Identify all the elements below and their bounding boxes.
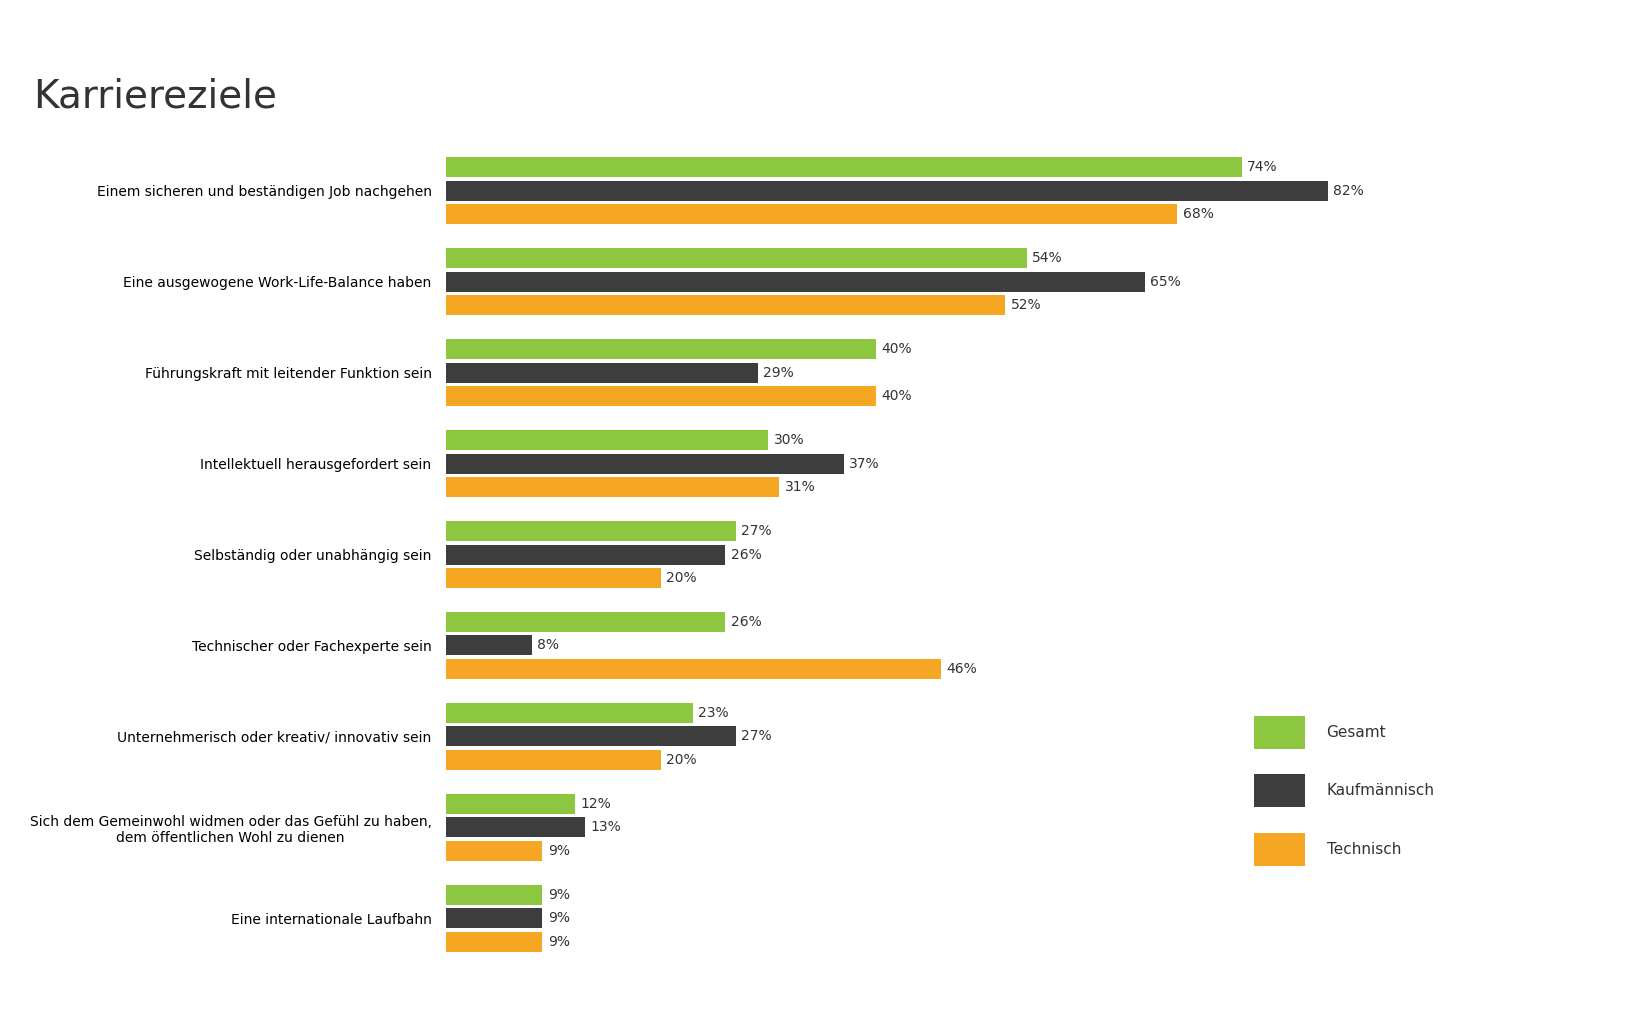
Text: 2014 | Deutschland | Non - academics: 2014 | Deutschland | Non - academics bbox=[33, 24, 350, 42]
Bar bbox=[446, 363, 757, 382]
Bar bbox=[446, 908, 543, 929]
Bar bbox=[446, 272, 1145, 292]
Bar bbox=[446, 339, 876, 359]
Text: Technisch: Technisch bbox=[1327, 842, 1401, 857]
Text: 26%: 26% bbox=[731, 615, 761, 629]
Text: 52%: 52% bbox=[1010, 298, 1041, 312]
Text: 20%: 20% bbox=[667, 572, 696, 585]
Bar bbox=[446, 521, 736, 541]
Text: 68%: 68% bbox=[1183, 207, 1213, 222]
Bar bbox=[446, 932, 543, 952]
Text: 27%: 27% bbox=[741, 524, 772, 538]
Text: 9%: 9% bbox=[548, 935, 569, 949]
Text: 31%: 31% bbox=[784, 480, 815, 494]
Bar bbox=[446, 818, 586, 837]
Bar bbox=[446, 841, 543, 861]
Bar bbox=[446, 181, 1328, 200]
Text: 37%: 37% bbox=[850, 457, 879, 471]
Text: 20%: 20% bbox=[667, 753, 696, 767]
Text: 23%: 23% bbox=[698, 706, 729, 720]
Bar bbox=[446, 703, 693, 723]
Text: 26%: 26% bbox=[731, 547, 761, 561]
Bar bbox=[446, 885, 543, 905]
Text: universum: universum bbox=[1455, 18, 1617, 48]
Bar bbox=[446, 636, 531, 656]
Text: 40%: 40% bbox=[881, 342, 912, 356]
Text: Kaufmännisch: Kaufmännisch bbox=[1327, 783, 1434, 798]
Text: 27%: 27% bbox=[741, 729, 772, 743]
Text: Karriereziele: Karriereziele bbox=[33, 77, 277, 116]
Text: Gesamt: Gesamt bbox=[1327, 725, 1386, 739]
Text: 12%: 12% bbox=[581, 796, 610, 811]
Text: 65%: 65% bbox=[1150, 275, 1181, 289]
Bar bbox=[446, 726, 736, 746]
FancyBboxPatch shape bbox=[1254, 716, 1305, 749]
Text: 9%: 9% bbox=[548, 844, 569, 858]
Bar bbox=[446, 204, 1176, 225]
Text: 30%: 30% bbox=[774, 433, 804, 446]
Bar bbox=[446, 386, 876, 407]
Bar bbox=[446, 158, 1242, 177]
Bar bbox=[446, 248, 1026, 268]
FancyBboxPatch shape bbox=[1254, 774, 1305, 807]
Text: 74%: 74% bbox=[1247, 160, 1277, 174]
Text: 46%: 46% bbox=[945, 662, 977, 676]
Bar bbox=[446, 612, 726, 632]
Text: 82%: 82% bbox=[1333, 184, 1365, 197]
Bar bbox=[446, 477, 779, 497]
Text: 40%: 40% bbox=[881, 390, 912, 404]
Text: 54%: 54% bbox=[1031, 251, 1063, 265]
Bar bbox=[446, 659, 940, 679]
Bar bbox=[446, 569, 660, 588]
Bar bbox=[446, 295, 1005, 315]
FancyBboxPatch shape bbox=[1254, 833, 1305, 865]
Text: 9%: 9% bbox=[548, 888, 569, 902]
Text: 29%: 29% bbox=[762, 366, 794, 379]
Text: 8%: 8% bbox=[536, 639, 559, 653]
Bar bbox=[446, 751, 660, 770]
Text: 13%: 13% bbox=[591, 821, 622, 834]
Bar bbox=[446, 430, 769, 450]
Bar bbox=[446, 544, 726, 564]
Bar bbox=[446, 454, 843, 474]
Bar bbox=[446, 793, 574, 814]
Text: 9%: 9% bbox=[548, 911, 569, 925]
